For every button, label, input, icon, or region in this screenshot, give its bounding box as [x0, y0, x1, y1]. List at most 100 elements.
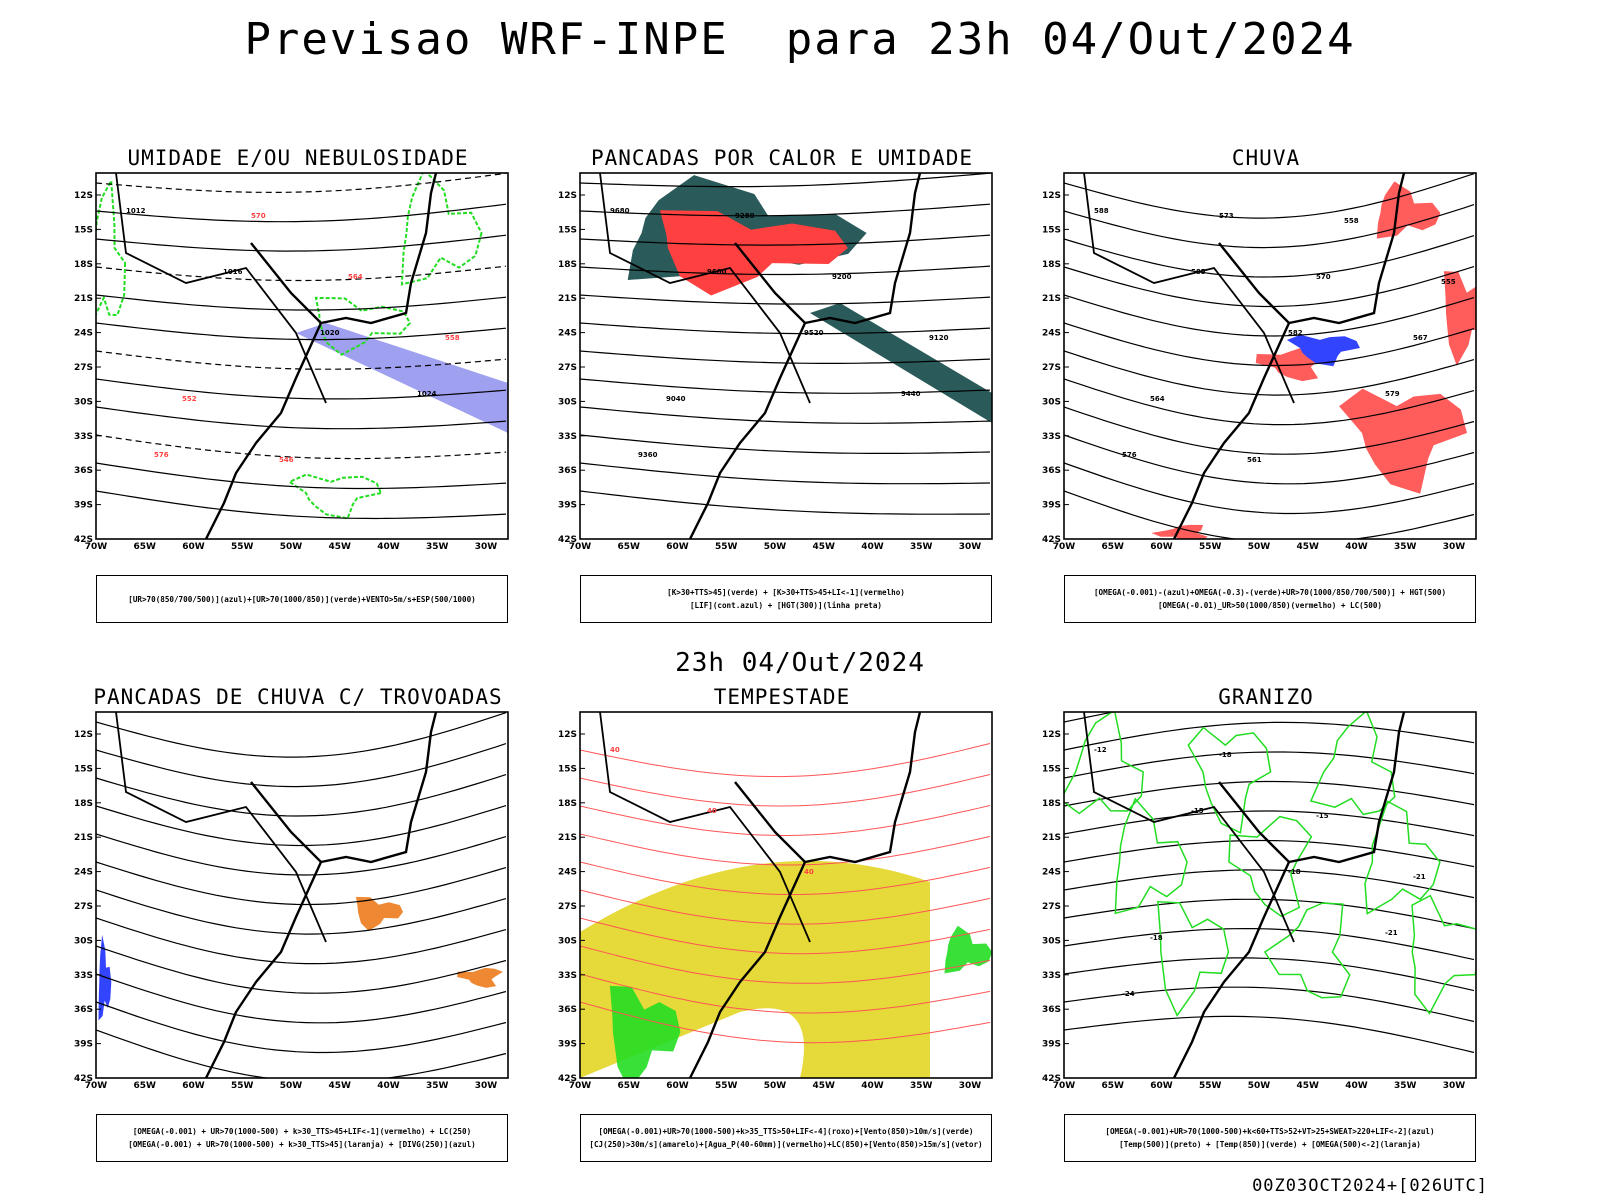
contour-label: -18 — [1150, 934, 1163, 942]
lat-tick-label: 18S — [74, 799, 93, 809]
lon-tick-label: 40W — [1345, 542, 1368, 552]
lon-tick-label: 55W — [715, 542, 738, 552]
lon-tick-label: 70W — [85, 542, 108, 552]
lat-tick-label: 42S — [1042, 1074, 1061, 1084]
contour-line — [96, 743, 507, 788]
contour-label: 570 — [251, 212, 266, 220]
lon-tick-label: 60W — [182, 542, 205, 552]
contour-line — [580, 406, 991, 424]
lat-tick-label: 39S — [558, 1040, 577, 1050]
lat-tick-label: 18S — [1042, 260, 1061, 270]
lon-tick-label: 50W — [1248, 1081, 1271, 1091]
contour-label: 40 — [707, 807, 717, 815]
panel-legend: [UR>70(850/700/500)](azul)+[UR>70(1000/8… — [96, 575, 508, 623]
contour-label: 9520 — [804, 329, 824, 337]
contour-line — [1064, 173, 1475, 219]
lat-tick-label: 36S — [558, 466, 577, 476]
contour-label: 1020 — [320, 329, 340, 337]
lat-tick-label: 21S — [1042, 294, 1061, 304]
rain-area — [1151, 524, 1208, 539]
contour-label: 564 — [348, 273, 363, 281]
legend-line-2: [OMEGA(-0.01)_UR>50(1000/850)(vermelho) … — [1157, 601, 1383, 610]
lat-tick-label: 18S — [558, 260, 577, 270]
coastline — [688, 322, 807, 539]
lat-tick-label: 15S — [74, 764, 93, 774]
lat-tick-label: 39S — [74, 501, 93, 511]
lat-tick-label: 30S — [558, 397, 577, 407]
contour-line — [580, 490, 991, 515]
lon-tick-label: 30W — [959, 1081, 982, 1091]
coastline — [1172, 322, 1291, 539]
lon-tick-label: 70W — [569, 1081, 592, 1091]
lat-tick-label: 30S — [1042, 936, 1061, 946]
lon-tick-label: 45W — [329, 1081, 352, 1091]
coastline — [734, 712, 922, 864]
map-frame — [95, 172, 509, 540]
lat-tick-label: 18S — [558, 799, 577, 809]
contour-line — [1064, 490, 1475, 539]
lat-tick-label: 36S — [1042, 466, 1061, 476]
lat-tick-label: 24S — [74, 329, 93, 339]
lat-tick-label: 33S — [74, 971, 93, 981]
lon-tick-label: 35W — [1394, 542, 1417, 552]
lon-tick-label: 45W — [1297, 1081, 1320, 1091]
contour-line — [96, 294, 507, 311]
country-border — [599, 173, 811, 404]
contour-line — [96, 712, 507, 758]
lon-tick-label: 45W — [329, 542, 352, 552]
water-contour — [580, 774, 991, 807]
coastline — [1172, 861, 1291, 1078]
lon-tick-label: 55W — [1199, 542, 1222, 552]
contour-line — [96, 434, 507, 460]
panel-umidade: UMIDADE E/OU NEBULOSIDADE 1012 1016 1020 10… — [74, 146, 518, 623]
contour-label: 558 — [445, 334, 460, 342]
lat-tick-label: 12S — [1042, 730, 1061, 740]
lon-tick-label: 30W — [475, 542, 498, 552]
lon-tick-label: 70W — [1053, 542, 1076, 552]
humidity-contour — [400, 173, 483, 286]
lon-tick-label: 55W — [715, 1081, 738, 1091]
water-contour — [580, 1001, 991, 1044]
contour-line — [96, 322, 507, 341]
lat-tick-label: 21S — [74, 833, 93, 843]
lat-tick-label: 18S — [74, 260, 93, 270]
lat-tick-label: 27S — [74, 363, 93, 373]
contour-label: 564 — [1150, 395, 1165, 403]
contour-line — [96, 774, 507, 817]
contour-label: -12 — [1094, 746, 1107, 754]
contour-line — [1064, 434, 1475, 485]
map-chuva: 588 585 582 579 576 573 570 567 564 561 558 555 12S 1… — [1042, 172, 1477, 552]
contour-line — [1064, 810, 1475, 837]
temp850-contour — [1364, 800, 1441, 915]
contour-line — [1064, 406, 1475, 455]
storm-area — [356, 896, 403, 931]
contour-label: 573 — [1219, 212, 1234, 220]
contour-label: 9040 — [666, 395, 686, 403]
contour-line — [1064, 462, 1475, 515]
footer-run-label: 00Z03OCT2024+[026UTC] — [1252, 1176, 1488, 1196]
contour-line — [1064, 1015, 1475, 1054]
lon-tick-label: 65W — [134, 1081, 157, 1091]
lon-tick-label: 35W — [910, 1081, 933, 1091]
coastline — [204, 861, 323, 1078]
lon-tick-label: 70W — [1053, 1081, 1076, 1091]
contour-label: -21 — [1413, 873, 1426, 881]
map-frame — [579, 172, 993, 540]
panel-title: PANCADAS DE CHUVA C/ TROVOADAS — [93, 685, 503, 709]
panel-title: PANCADAS POR CALOR E UMIDADE — [590, 146, 973, 170]
contour-line — [580, 234, 991, 246]
lon-tick-label: 60W — [182, 1081, 205, 1091]
legend-line-2: [OMEGA(-0.001) + UR>70(1000-500) + k>30_… — [128, 1140, 476, 1149]
contour-line — [96, 378, 507, 400]
contour-line — [1064, 928, 1475, 961]
contour-label: 561 — [1247, 456, 1262, 464]
lon-tick-label: 55W — [1199, 1081, 1222, 1091]
lat-tick-label: 33S — [558, 432, 577, 442]
contour-label: 9600 — [707, 268, 727, 276]
lat-tick-label: 18S — [1042, 799, 1061, 809]
lat-tick-label: 24S — [1042, 868, 1061, 878]
map-pancadas-calor: 9680 9600 9520 9440 9360 9280 9200 9120 9040 12S 1… — [558, 172, 993, 552]
lon-tick-label: 55W — [231, 1081, 254, 1091]
map-content: 40 40 40 — [580, 712, 992, 1078]
humidity-contour — [287, 473, 383, 520]
